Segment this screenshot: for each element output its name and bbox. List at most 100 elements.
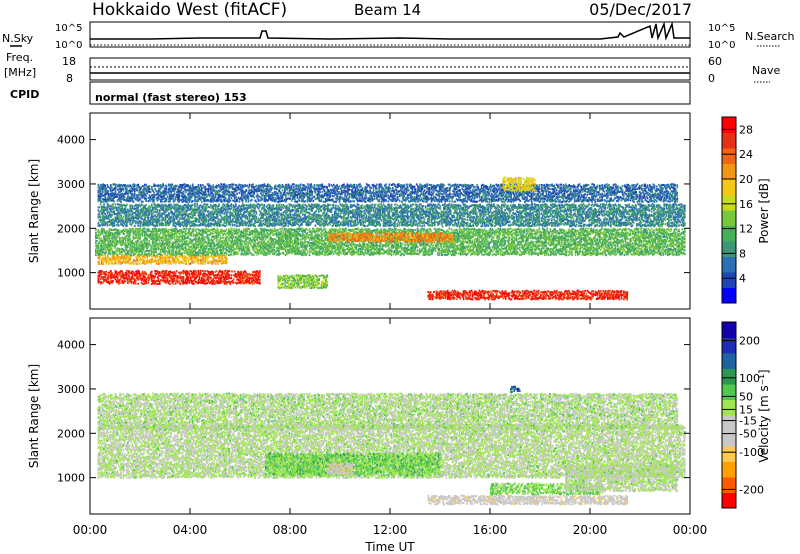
power-echo-cell [208, 279, 210, 281]
power-echo-cell [174, 278, 176, 280]
power-echo-cell [185, 263, 187, 265]
power-echo-cell [143, 260, 145, 262]
power-echo-cell [268, 239, 270, 241]
power-echo-cell [301, 249, 303, 251]
power-echo-cell [195, 230, 197, 232]
power-echo-cell [304, 240, 306, 242]
power-echo-cell [142, 271, 144, 273]
power-echo-cell [109, 238, 111, 240]
power-echo-cell [291, 237, 293, 239]
power-echo-cell [241, 271, 243, 273]
power-echo-cell [241, 238, 243, 240]
nsky-label: N.Sky [2, 32, 34, 45]
power-echo-cell [321, 237, 323, 239]
power-echo-cell [129, 238, 131, 240]
cpid-label: CPID [10, 88, 39, 101]
power-echo-cell [202, 270, 204, 272]
power-echo-cell [198, 263, 200, 265]
power-echo-cell [237, 232, 239, 234]
power-echo-cell [238, 250, 240, 252]
power-echo-cell [193, 228, 195, 230]
power-echo-cell [183, 280, 185, 282]
power-echo-cell [245, 243, 247, 245]
power-echo-cell [97, 245, 99, 247]
power-echo-cell [325, 229, 327, 231]
power-echo-cell [160, 254, 162, 256]
power-echo-cell [297, 238, 299, 240]
power-echo-cell [134, 243, 136, 245]
power-echo-cell [128, 270, 130, 272]
power-echo-cell [345, 230, 347, 232]
power-echo-cell [108, 275, 110, 277]
power-echo-cell [328, 248, 330, 250]
power-echo-cell [179, 249, 181, 251]
power-echo-cell [186, 228, 188, 230]
power-echo-cell [226, 252, 228, 254]
power-echo-cell [254, 244, 256, 246]
nave-tick-low: 0 [708, 72, 715, 85]
power-echo-cell [303, 234, 305, 236]
nsky-tick-high: 10^5 [55, 23, 82, 34]
power-echo-cell [153, 240, 155, 242]
power-echo-cell [117, 243, 119, 245]
power-echo-cell [190, 263, 192, 265]
nsky-tick-low: 10^0 [55, 40, 82, 51]
power-echo-cell [221, 252, 223, 254]
power-echo-cell [127, 246, 129, 248]
power-echo-cell [345, 228, 347, 230]
power-echo-cell [181, 254, 183, 256]
power-echo-cell [105, 250, 107, 252]
power-echo-cell [233, 246, 235, 248]
power-echo-cell [131, 240, 133, 242]
power-echo-cell [205, 263, 207, 265]
power-echo-cell [110, 270, 112, 272]
power-echo-cell [121, 271, 123, 273]
power-echo-cell [306, 229, 308, 231]
power-echo-cell [346, 242, 348, 244]
power-echo-cell [319, 250, 321, 252]
power-echo-cell [309, 254, 311, 256]
nsearch-tick-low: 10^0 [708, 40, 735, 51]
power-echo-cell [101, 238, 103, 240]
power-echo-cell [259, 279, 261, 281]
freq-tick-high: 18 [62, 55, 76, 68]
power-echo-cell [171, 236, 173, 238]
power-echo-cell [148, 240, 150, 242]
power-echo-cell [228, 270, 230, 272]
nsearch-tick-high: 10^5 [708, 23, 735, 34]
power-echo-cell [258, 242, 260, 244]
power-echo-cell [135, 280, 137, 282]
power-echo-cell [101, 272, 103, 274]
power-echo-cell [211, 244, 213, 246]
power-echo-cell [252, 236, 254, 238]
power-echo-cell [158, 261, 160, 263]
power-echo-cell [213, 258, 215, 260]
power-echo-cell [237, 253, 239, 255]
power-echo-cell [179, 274, 181, 276]
power-echo-cell [320, 228, 322, 230]
power-echo-cell [204, 239, 206, 241]
power-echo-cell [274, 249, 276, 251]
power-echo-cell [155, 250, 157, 252]
power-echo-cell [243, 246, 245, 248]
power-echo-cell [236, 229, 238, 231]
power-echo-cell [264, 239, 266, 241]
power-echo-cell [299, 247, 301, 249]
power-echo-cell [187, 276, 189, 278]
power-echo-cell [135, 253, 137, 255]
power-echo-cell [101, 270, 103, 272]
power-echo-cell [117, 254, 119, 256]
power-echo-cell [217, 263, 219, 265]
power-echo-cell [166, 228, 168, 230]
power-echo-cell [150, 263, 152, 265]
power-echo-cell [343, 247, 345, 249]
power-echo-cell [217, 239, 219, 241]
power-echo-cell [310, 251, 312, 253]
power-echo-cell [159, 283, 161, 285]
power-echo-cell [232, 270, 234, 272]
power-echo-cell [99, 259, 101, 261]
power-echo-cell [139, 263, 141, 265]
power-echo-cell [338, 254, 340, 256]
nsky-panel [90, 22, 690, 47]
freq-tick-low: 8 [66, 72, 73, 85]
